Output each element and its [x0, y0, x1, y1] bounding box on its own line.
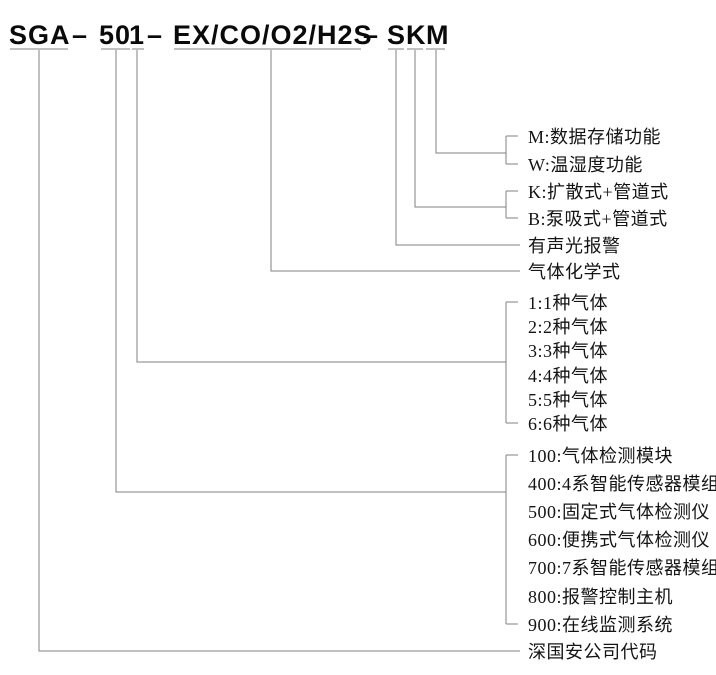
legend-gas-count-5: 5:5种气体 [528, 390, 609, 410]
legend-series-100: 100:气体检测模块 [528, 446, 674, 466]
bracket-series-options [505, 454, 518, 625]
wire-option-s [395, 50, 520, 246]
wire-gascount-to-bracket [136, 50, 506, 363]
model-brand: SGA [9, 20, 71, 50]
model-gas-count-digit: 1 [129, 20, 146, 50]
legend-series-400: 400:4系智能传感器模组 [528, 474, 716, 494]
separator-dash-3: – [363, 20, 380, 50]
wire-option-k [414, 50, 506, 208]
bracket-function-options [505, 135, 518, 165]
legend-type-b: B:泵吸式+管道式 [528, 209, 668, 229]
legend-gas-count-3: 3:3种气体 [528, 341, 609, 361]
separator-dash-2: – [147, 20, 164, 50]
wire-series-to-bracket [115, 50, 506, 493]
legend-gas-count-4: 4:4种气体 [528, 366, 609, 386]
legend-series-600: 600:便携式气体检测仪 [528, 530, 711, 550]
bracket-type-options [505, 190, 518, 219]
legend-series-700: 700:7系智能传感器模组 [528, 558, 716, 578]
legend-gas-count-2: 2:2种气体 [528, 317, 609, 337]
legend-gas-count-6: 6:6种气体 [528, 414, 609, 434]
legend-series-500: 500:固定式气体检测仪 [528, 502, 711, 522]
legend-type-k: K:扩散式+管道式 [528, 182, 669, 202]
model-option-m: M [426, 20, 450, 50]
legend-function-m: M:数据存储功能 [528, 127, 662, 147]
legend-alarm: 有声光报警 [528, 236, 621, 256]
legend-gas-count-1: 1:1种气体 [528, 293, 609, 313]
wire-formula [270, 50, 520, 272]
legend-series-900: 900:在线监测系统 [528, 615, 674, 635]
bracket-gas-count-options [505, 301, 518, 424]
model-option-s: S [387, 20, 407, 50]
legend-series-800: 800:报警控制主机 [528, 587, 674, 607]
model-option-k: K [406, 20, 427, 50]
wire-brand-to-company [38, 50, 520, 652]
legend-gas-formula: 气体化学式 [528, 262, 621, 282]
model-gas-formulas: EX/CO/O2/H2S [173, 20, 373, 50]
wire-option-m [435, 50, 506, 154]
separator-dash-1: – [72, 20, 89, 50]
legend-function-w: W:温湿度功能 [528, 155, 643, 175]
legend-company-code: 深国安公司代码 [528, 642, 658, 662]
model-series-digits: 50 [99, 20, 132, 50]
